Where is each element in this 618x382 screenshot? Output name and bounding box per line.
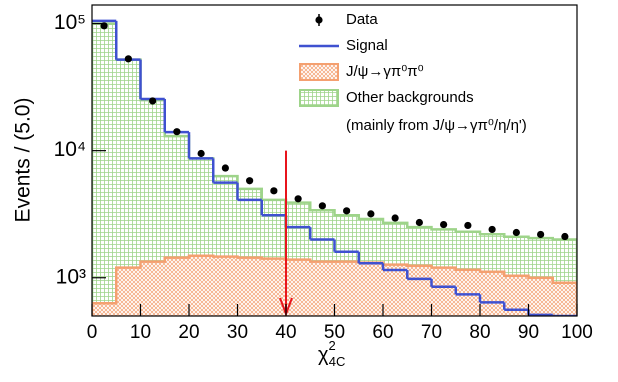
data-point — [124, 55, 132, 63]
histogram-bar — [407, 265, 432, 316]
histogram-bar — [213, 256, 238, 316]
x-axis-label: χ2 4C — [318, 338, 345, 369]
legend-note: (mainly from J/ψ→γπ⁰/η/η') — [346, 117, 527, 134]
x-tick-label: 0 — [87, 322, 98, 343]
x-tick-label: 70 — [421, 322, 442, 343]
histogram-outline — [92, 254, 577, 316]
x-tick-label: 20 — [178, 322, 199, 343]
legend-marker — [315, 16, 323, 24]
legend-marker — [299, 63, 339, 81]
x-axis-label-base: χ — [318, 344, 329, 366]
histogram-bar — [455, 269, 480, 316]
signal-connector — [115, 20, 554, 316]
x-tick-label: 30 — [227, 322, 248, 343]
data-point — [197, 149, 205, 158]
histogram-bar — [286, 259, 311, 316]
y-tick-label: 10³ — [56, 265, 86, 288]
legend-marker — [299, 89, 339, 107]
x-tick-label: 90 — [518, 322, 539, 343]
x-tick-label: 60 — [372, 322, 393, 343]
histogram-bar — [552, 282, 577, 316]
legend-label: Other backgrounds — [346, 89, 474, 106]
data-point — [173, 128, 181, 136]
data-point — [343, 207, 351, 215]
plot-area — [92, 19, 577, 316]
histogram-bar — [310, 261, 335, 316]
data-point — [318, 202, 326, 210]
legend-label: Signal — [346, 37, 388, 54]
x-axis-label-sub: 4C — [329, 354, 346, 369]
histogram-bar — [140, 261, 165, 316]
data-point — [391, 214, 399, 222]
data-point — [512, 228, 520, 237]
histogram-bar — [237, 257, 262, 316]
histogram-bar — [334, 261, 359, 316]
legend-label: J/ψ→γπ⁰π⁰ — [346, 63, 424, 80]
x-tick-label: 40 — [275, 322, 296, 343]
data-point — [415, 218, 423, 227]
data-point — [537, 230, 545, 239]
histogram-bar — [261, 258, 286, 316]
data-point — [270, 187, 278, 195]
legend-label: Data — [346, 11, 378, 28]
data-point — [367, 210, 375, 218]
y-tick-label: 10⁴ — [54, 138, 86, 161]
data-point — [221, 164, 229, 172]
histogram-bar — [358, 262, 383, 316]
x-tick-label: 100 — [561, 322, 593, 343]
x-tick-label: 10 — [130, 322, 151, 343]
histogram-bar — [431, 267, 456, 316]
data-point — [440, 220, 448, 229]
x-tick-label: 80 — [469, 322, 490, 343]
x-tick-label: 50 — [324, 322, 345, 343]
y-tick-label: 10⁵ — [54, 11, 86, 34]
histogram-bar — [528, 277, 553, 316]
histogram-bar — [92, 23, 117, 316]
data-point — [246, 177, 254, 185]
histogram-bar — [480, 271, 505, 316]
data-point — [561, 232, 569, 241]
x-axis-label-sup: 2 — [329, 338, 336, 353]
histogram-bar — [92, 303, 117, 316]
histogram-bar — [164, 257, 189, 316]
data-point — [149, 97, 157, 105]
y-axis-label: Events / (5.0) — [12, 98, 35, 223]
histogram-bar — [189, 255, 214, 316]
data-point — [488, 225, 496, 234]
histogram-bar — [383, 264, 408, 316]
data-point — [294, 195, 302, 203]
histogram-bar — [116, 267, 141, 316]
data-point — [464, 221, 472, 230]
